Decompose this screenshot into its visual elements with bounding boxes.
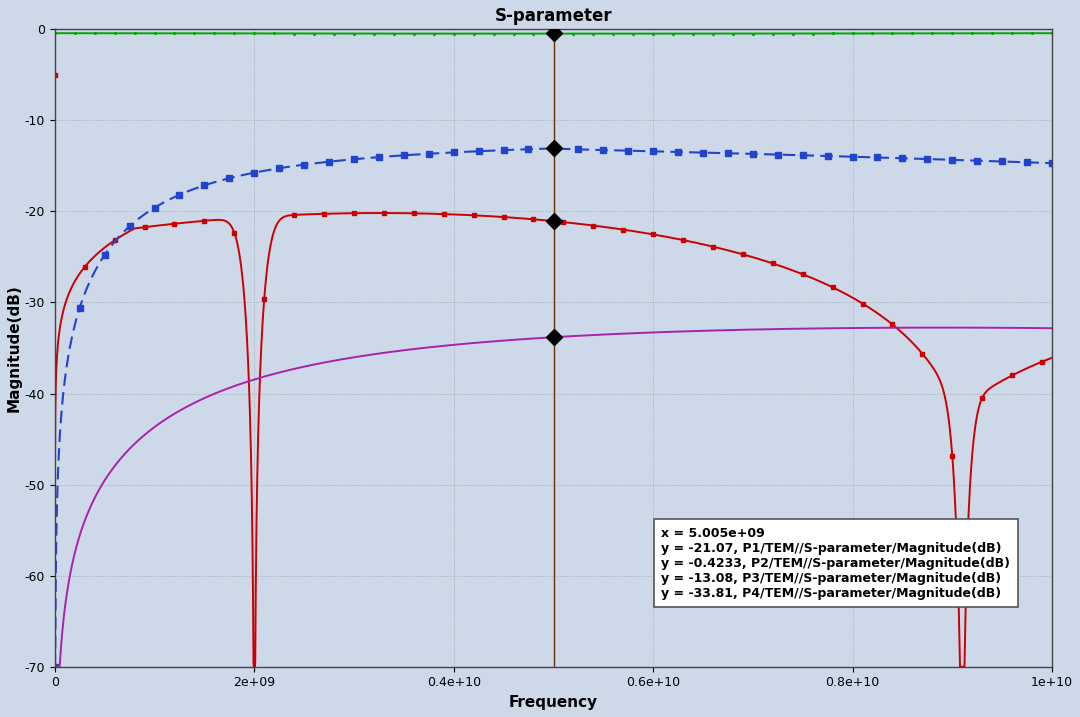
Text: x = 5.005e+09
y = -21.07, P1/TEM//S-parameter/Magnitude(dB)
y = -0.4233, P2/TEM/: x = 5.005e+09 y = -21.07, P1/TEM//S-para…	[661, 527, 1010, 600]
Title: S-parameter: S-parameter	[495, 7, 612, 25]
X-axis label: Frequency: Frequency	[509, 695, 598, 710]
Y-axis label: Magnitude(dB): Magnitude(dB)	[6, 284, 22, 412]
